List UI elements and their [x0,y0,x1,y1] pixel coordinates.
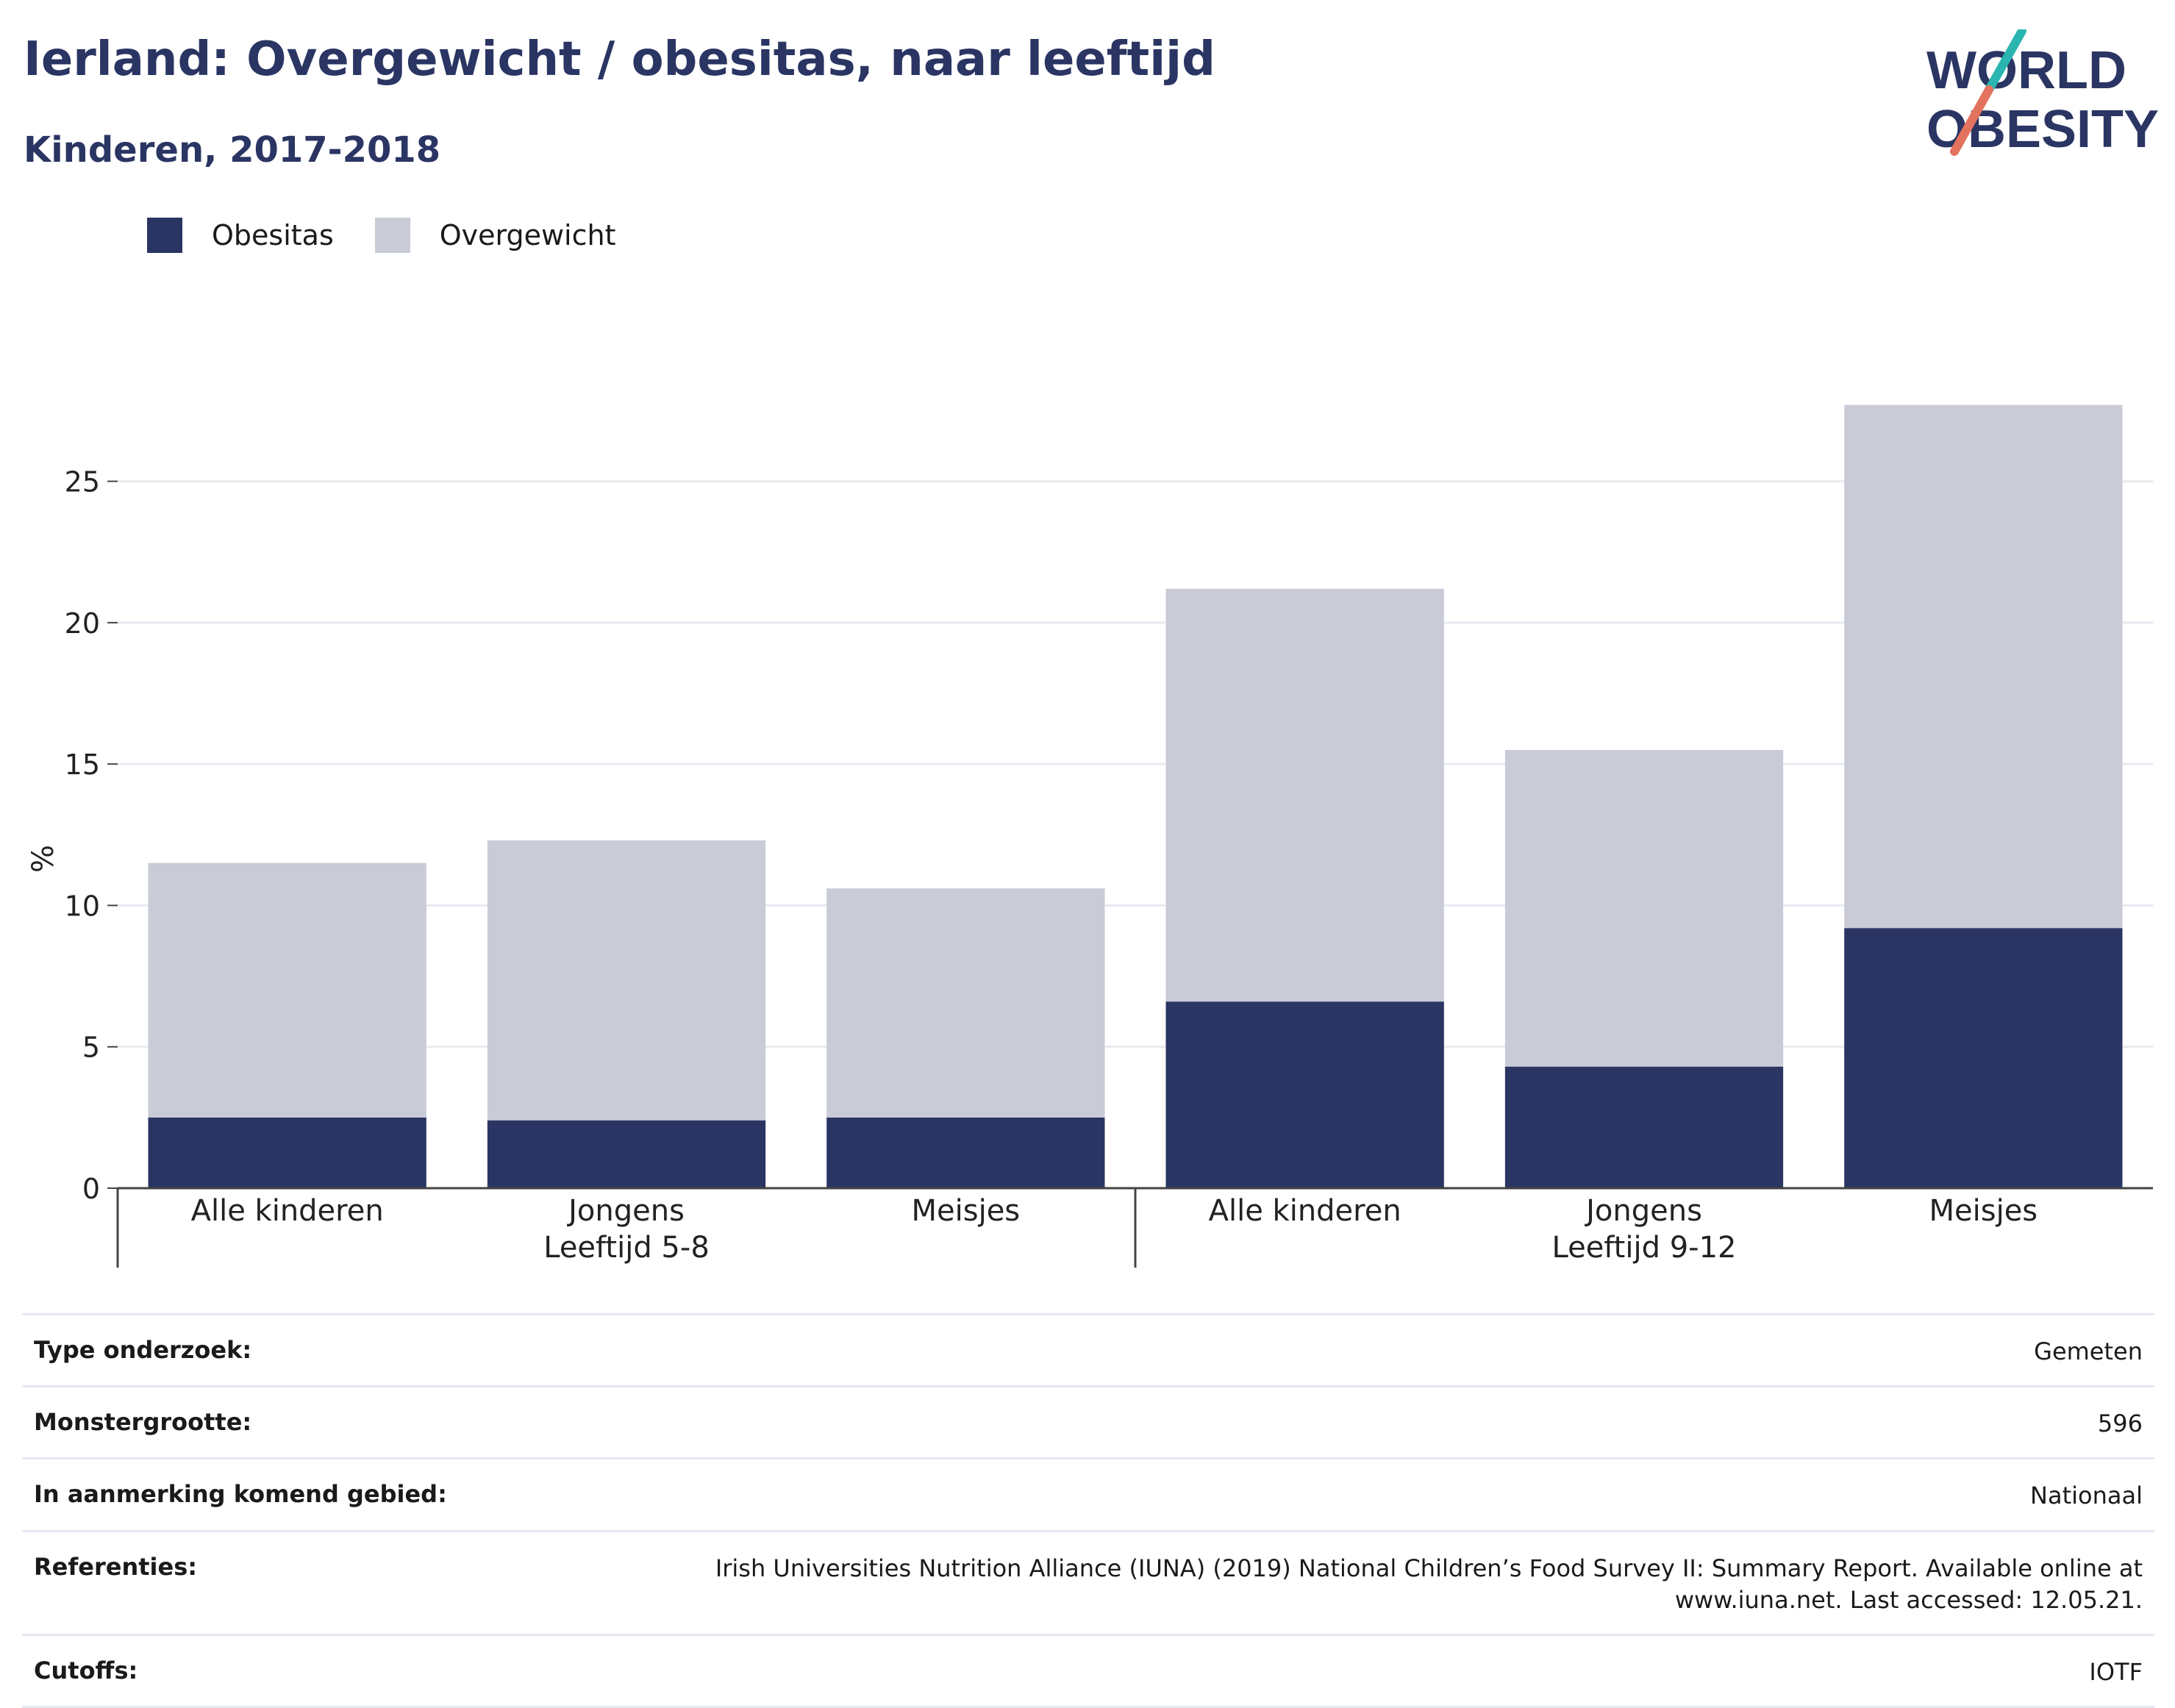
y-tick-label: 5 [82,1032,100,1064]
bar-obesitas [1165,1001,1444,1188]
logo-slash-bottom [1950,85,1993,156]
group-label: Leeftijd 9-12 [1552,1231,1737,1265]
info-row-area: In aanmerking komend gebied: Nationaal [22,1457,2154,1529]
logo-slash-top [1985,29,2026,94]
legend-item-obesitas[interactable]: Obesitas [147,218,334,253]
chart-title: Ierland: Overgewicht / obesitas, naar le… [24,32,1215,87]
bar-overgewicht [1844,404,2123,929]
legend-swatch-overgewicht [374,218,410,253]
info-table: Type onderzoek: Gemeten Monstergrootte: … [22,1313,2154,1708]
bar-obesitas [826,1117,1105,1188]
world-obesity-logo: WORLD OBESITY [1926,29,2159,159]
chart-legend: Obesitas Overgewicht [147,218,657,253]
legend-label-obesitas: Obesitas [212,219,334,251]
y-tick-label: 0 [82,1173,100,1205]
bar-obesitas [487,1120,766,1188]
info-key: Cutoffs: [34,1656,138,1684]
info-row-sample-size: Monstergrootte: 596 [22,1385,2154,1457]
legend-swatch-obesitas [147,218,182,253]
info-value: IOTF [2089,1657,2143,1686]
info-value: Nationaal [2030,1482,2143,1510]
y-tick-label: 15 [65,748,100,781]
y-tick-label: 10 [65,890,100,922]
group-label: Leeftijd 5-8 [543,1231,710,1265]
legend-label-overgewicht: Overgewicht [439,219,616,251]
bar-overgewicht [1165,588,1444,1002]
legend-item-overgewicht[interactable]: Overgewicht [374,218,616,253]
bar-overgewicht [826,888,1105,1118]
x-tick-label: Alle kinderen [191,1194,384,1228]
x-tick-label: Alle kinderen [1209,1194,1401,1228]
x-tick-label: Jongens [1584,1194,1702,1228]
info-value: Irish Universities Nutrition Alliance (I… [715,1554,2143,1614]
chart-subtitle: Kinderen, 2017-2018 [24,129,441,171]
bar-obesitas [148,1117,426,1188]
y-axis-label: % [26,845,60,873]
logo-line-1: WORLD [1926,41,2126,100]
bar-obesitas [1844,928,2123,1188]
bar-chart: 0 5 10 15 20 25% Alle kinderen Jongens Meisjes Al… [26,404,2153,1268]
bar-obesitas [1504,1066,1784,1188]
info-key: In aanmerking komend gebied: [34,1480,447,1509]
x-tick-label: Jongens [566,1194,685,1228]
x-tick-label: Meisjes [1929,1194,2038,1228]
info-key: Referenties: [34,1552,198,1581]
info-row-references: Referenties: Irish Universities Nutritio… [22,1529,2154,1634]
info-row-cutoffs: Cutoffs: IOTF [22,1633,2154,1708]
bar-overgewicht [487,840,766,1121]
bar-overgewicht [148,862,426,1118]
info-key: Monstergrootte: [34,1408,252,1437]
x-tick-label: Meisjes [912,1194,1021,1228]
info-row-survey-type: Type onderzoek: Gemeten [22,1313,2154,1385]
info-value: 596 [2097,1409,2143,1438]
y-tick-label: 20 [65,607,100,640]
info-key: Type onderzoek: [34,1336,252,1364]
info-value: Gemeten [2034,1337,2143,1365]
y-tick-label: 25 [65,466,100,499]
bar-overgewicht [1504,749,1784,1067]
